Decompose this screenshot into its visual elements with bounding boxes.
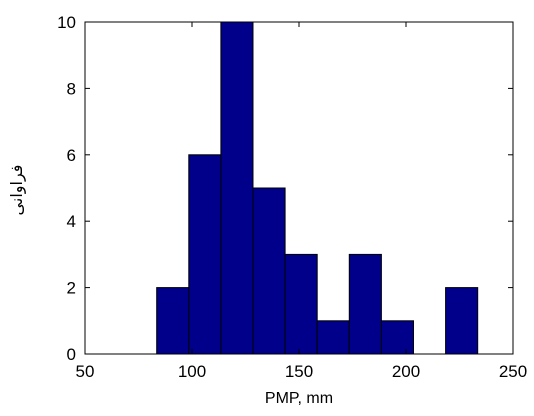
x-tick-label: 100 — [178, 362, 206, 381]
histogram-bar-1 — [156, 287, 190, 355]
histogram-bar-5 — [284, 253, 318, 355]
histogram-bar-3 — [220, 21, 254, 355]
y-tick-label: 4 — [67, 212, 76, 231]
y-tick-label: 10 — [57, 13, 76, 32]
y-tick-label: 2 — [67, 279, 76, 298]
histogram-bars — [156, 21, 479, 355]
x-tick-label: 250 — [499, 362, 527, 381]
y-tick-label: 6 — [67, 146, 76, 165]
x-tick-label: 150 — [285, 362, 313, 381]
histogram-bar-6 — [316, 320, 350, 355]
x-axis-label: PMP, mm — [265, 390, 333, 407]
histogram-bar-8 — [380, 320, 414, 355]
histogram-bar-2 — [188, 154, 222, 355]
x-tick-label: 200 — [392, 362, 420, 381]
histogram-bar-4 — [252, 187, 286, 355]
histogram-bar-10 — [445, 287, 479, 355]
y-tick-label: 0 — [67, 345, 76, 364]
histogram-bar-7 — [348, 253, 382, 355]
y-axis-label: فراوانی — [9, 165, 27, 216]
axis-ticks: 50 100 150 200 250 0 2 4 6 8 10 — [57, 13, 527, 381]
x-tick-label: 50 — [76, 362, 95, 381]
y-tick-label: 8 — [67, 79, 76, 98]
